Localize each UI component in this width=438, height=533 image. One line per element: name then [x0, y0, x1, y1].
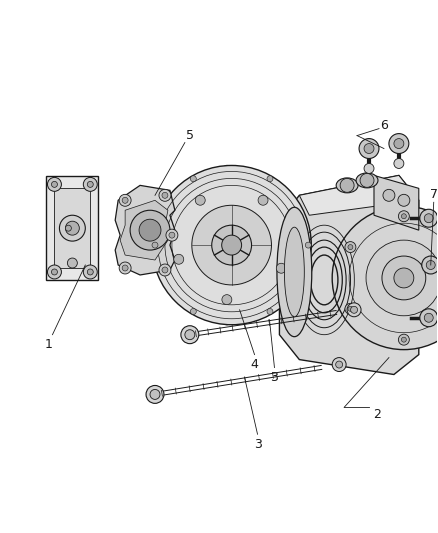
Ellipse shape — [356, 173, 378, 188]
Ellipse shape — [212, 165, 242, 325]
Circle shape — [222, 295, 232, 305]
Polygon shape — [374, 175, 419, 230]
Ellipse shape — [336, 178, 358, 193]
Circle shape — [150, 390, 160, 399]
Polygon shape — [299, 175, 419, 215]
Circle shape — [424, 313, 433, 322]
Polygon shape — [46, 176, 98, 280]
Circle shape — [426, 261, 435, 270]
Circle shape — [185, 330, 195, 340]
Circle shape — [350, 306, 357, 313]
Circle shape — [348, 306, 353, 311]
Circle shape — [87, 269, 93, 275]
Circle shape — [60, 215, 85, 241]
Circle shape — [359, 139, 379, 158]
Circle shape — [162, 192, 168, 198]
Ellipse shape — [284, 227, 304, 317]
Circle shape — [332, 206, 438, 350]
Circle shape — [345, 241, 356, 253]
Circle shape — [347, 303, 361, 317]
Circle shape — [394, 139, 404, 149]
Circle shape — [382, 256, 426, 300]
Circle shape — [159, 189, 171, 201]
Polygon shape — [54, 188, 90, 268]
Circle shape — [394, 268, 414, 288]
Polygon shape — [115, 185, 175, 275]
Circle shape — [422, 256, 438, 274]
Circle shape — [83, 265, 97, 279]
Circle shape — [212, 225, 251, 265]
Ellipse shape — [277, 207, 312, 337]
Polygon shape — [279, 175, 419, 375]
Circle shape — [119, 195, 131, 206]
Circle shape — [191, 309, 196, 314]
Circle shape — [420, 309, 438, 327]
Text: 6: 6 — [380, 119, 388, 132]
Circle shape — [360, 173, 374, 188]
Circle shape — [83, 177, 97, 191]
Circle shape — [258, 195, 268, 205]
Circle shape — [47, 177, 61, 191]
Circle shape — [67, 258, 78, 268]
Circle shape — [51, 269, 57, 275]
Circle shape — [47, 265, 61, 279]
Circle shape — [336, 361, 343, 368]
Circle shape — [192, 205, 272, 285]
Circle shape — [345, 303, 356, 314]
Circle shape — [383, 189, 395, 201]
Circle shape — [340, 179, 354, 192]
Text: 3: 3 — [254, 438, 261, 451]
Circle shape — [65, 225, 71, 231]
Circle shape — [394, 158, 404, 168]
Circle shape — [364, 143, 374, 154]
Text: 4: 4 — [251, 358, 258, 371]
Circle shape — [65, 221, 79, 235]
Circle shape — [401, 337, 406, 342]
Circle shape — [162, 267, 168, 273]
Circle shape — [152, 242, 158, 248]
Circle shape — [424, 214, 433, 223]
Circle shape — [146, 385, 164, 403]
Circle shape — [87, 181, 93, 188]
Circle shape — [276, 263, 286, 273]
Circle shape — [364, 164, 374, 173]
Circle shape — [152, 165, 311, 325]
Text: 2: 2 — [373, 408, 381, 421]
Circle shape — [305, 242, 311, 248]
Circle shape — [348, 245, 353, 249]
Circle shape — [119, 262, 131, 274]
Circle shape — [122, 265, 128, 271]
Text: 3: 3 — [271, 371, 279, 384]
Circle shape — [398, 195, 410, 206]
Circle shape — [122, 197, 128, 203]
Circle shape — [139, 219, 161, 241]
Circle shape — [195, 195, 205, 205]
Circle shape — [166, 229, 178, 241]
Text: 5: 5 — [186, 129, 194, 142]
Circle shape — [332, 358, 346, 372]
Polygon shape — [120, 200, 168, 260]
Circle shape — [267, 176, 273, 182]
Circle shape — [401, 214, 406, 219]
Circle shape — [169, 232, 175, 238]
Circle shape — [366, 240, 438, 316]
Circle shape — [130, 210, 170, 250]
Circle shape — [399, 211, 410, 222]
Text: 1: 1 — [45, 338, 53, 351]
Circle shape — [389, 134, 409, 154]
Circle shape — [222, 235, 242, 255]
Circle shape — [181, 326, 199, 344]
Circle shape — [51, 181, 57, 188]
Text: 7: 7 — [430, 188, 438, 201]
Circle shape — [159, 264, 171, 276]
Circle shape — [420, 209, 438, 227]
Circle shape — [174, 254, 184, 264]
Circle shape — [399, 334, 410, 345]
Circle shape — [267, 309, 273, 314]
Circle shape — [191, 176, 196, 182]
